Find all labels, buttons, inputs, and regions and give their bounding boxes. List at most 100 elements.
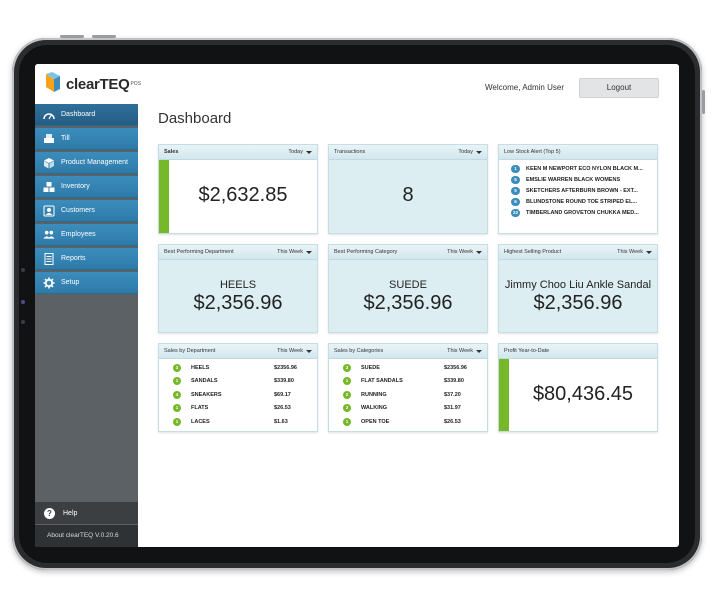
highest-product-name: Jimmy Choo Liu Ankle Sandal (504, 279, 652, 291)
sidebar-item-product-management[interactable]: Product Management (35, 152, 138, 174)
sidebar-item-dashboard[interactable]: Dashboard (35, 104, 138, 126)
row-name: FLAT SANDALS (361, 378, 403, 385)
row-name: SUEDE (361, 364, 380, 371)
sidebar-item-reports[interactable]: Reports (35, 248, 138, 270)
app-logo: clearTEQ POS (44, 71, 144, 97)
list-item[interactable]: 1 FLAT SANDALS $339.80 (329, 375, 487, 389)
card-header: Sales by Categories This Week (329, 344, 487, 359)
list-item[interactable]: 4 SNEAKERS $69.17 (159, 388, 317, 402)
accent-bar (159, 160, 169, 233)
logout-button[interactable]: Logout (579, 78, 659, 98)
count-badge: 5 (511, 175, 520, 184)
rank-badge: 3 (173, 363, 181, 372)
logo-text: clearTEQ (66, 75, 130, 93)
row-amount: $339.80 (444, 378, 464, 385)
card-header: Sales by Department This Week (159, 344, 317, 359)
sidebar-item-label: Till (61, 135, 70, 142)
list-item[interactable]: 1 FLATS $26.53 (159, 402, 317, 416)
period-dropdown[interactable]: This Week (617, 249, 652, 255)
row-name: OPEN TOE (361, 418, 390, 425)
period-label: This Week (447, 348, 473, 354)
item-name: BLUNDSTONE ROUND TOE STRIPED EL... (526, 198, 638, 205)
list-item[interactable]: 1 LACES $1.63 (159, 415, 317, 429)
card-title: Transactions (334, 149, 366, 155)
card-header: Best Performing Department This Week (159, 245, 317, 260)
sidebar-item-employees[interactable]: Employees (35, 224, 138, 246)
period-dropdown[interactable]: This Week (447, 249, 482, 255)
card-title: Sales (164, 149, 179, 155)
card-header: Low Stock Alert (Top 5) (499, 145, 657, 160)
period-dropdown[interactable]: Today (288, 149, 312, 155)
card-title: Best Performing Department (164, 249, 234, 255)
card-body: $80,436.45 (499, 359, 657, 431)
list-item[interactable]: 2 WALKING $31.97 (329, 402, 487, 416)
card-title: Best Performing Category (334, 249, 398, 255)
help-button[interactable]: ? Help (35, 502, 138, 524)
list-item[interactable]: 5 SKETCHERS AFTERBURN BROWN - EXT... (499, 185, 657, 196)
list-item[interactable]: 3 SUEDE $2356.96 (329, 361, 487, 375)
help-label: Help (63, 509, 78, 517)
tablet-sensor-2 (21, 320, 25, 324)
till-icon (43, 133, 55, 145)
best-category-card: Best Performing Category This Week SUEDE… (328, 244, 488, 333)
list-item[interactable]: 3 HEELS $2356.96 (159, 361, 317, 375)
row-amount: $2356.96 (274, 364, 297, 371)
list-item[interactable]: 6 BLUNDSTONE ROUND TOE STRIPED EL... (499, 196, 657, 207)
rank-badge: 2 (343, 390, 351, 399)
sidebar-item-till[interactable]: Till (35, 128, 138, 150)
sidebar-item-inventory[interactable]: Inventory (35, 176, 138, 198)
row-amount: $37.20 (444, 391, 461, 398)
period-dropdown[interactable]: This Week (447, 348, 482, 354)
gear-icon (43, 277, 55, 289)
sidebar-item-setup[interactable]: Setup (35, 272, 138, 294)
low-stock-list: 1 KEEN M NEWPORT ECO NYLON BLACK M... 5 EM… (499, 160, 657, 233)
list-item[interactable]: 5 EMSLIE WARREN BLACK WOMENS (499, 174, 657, 185)
period-dropdown[interactable]: This Week (277, 348, 312, 354)
tablet-sensor (21, 300, 25, 304)
card-body: 8 (329, 160, 487, 233)
sidebar-item-label: Reports (61, 255, 86, 262)
card-body: $2,632.85 (159, 160, 317, 233)
period-label: This Week (617, 249, 643, 255)
row-amount: $2356.96 (444, 364, 467, 371)
chevron-down-icon (476, 349, 482, 353)
list-item[interactable]: 22 TIMBERLAND GROVETON CHUKKA MED... (499, 207, 657, 218)
about-link[interactable]: About clearTEQ V.0.20.6 (35, 525, 138, 547)
period-dropdown[interactable]: Today (458, 149, 482, 155)
count-badge: 6 (511, 197, 520, 206)
rank-badge: 3 (343, 363, 351, 372)
logo-mark-icon (44, 72, 62, 96)
sales-by-department-card: Sales by Department This Week 3 HEELS $235… (158, 343, 318, 432)
period-label: This Week (277, 348, 303, 354)
tablet-side-button (702, 90, 705, 114)
document-icon (43, 252, 55, 265)
sales-value: $2,632.85 (198, 184, 288, 206)
row-name: WALKING (361, 405, 387, 412)
period-label: This Week (277, 249, 303, 255)
list-item[interactable]: 1 SANDALS $339.80 (159, 375, 317, 389)
period-label: This Week (447, 249, 473, 255)
tablet-top-button (60, 35, 84, 38)
chevron-down-icon (306, 150, 312, 154)
card-header: Transactions Today (329, 145, 487, 160)
list-item[interactable]: 2 RUNNING $37.20 (329, 388, 487, 402)
list-item[interactable]: 1 OPEN TOE $26.53 (329, 415, 487, 429)
users-icon (43, 229, 55, 241)
period-dropdown[interactable]: This Week (277, 249, 312, 255)
sidebar-item-label: Employees (61, 231, 96, 238)
categories-list: 3 SUEDE $2356.96 1 FLAT SANDALS $339.80 2 RUN… (329, 359, 487, 431)
card-header: Best Performing Category This Week (329, 245, 487, 260)
rank-badge: 4 (173, 390, 181, 399)
card-header: Profit Year-to-Date (499, 344, 657, 359)
row-name: SANDALS (191, 378, 218, 385)
card-header: Highest Selling Product This Week (499, 245, 657, 260)
logo-superscript: POS (130, 81, 142, 87)
highest-product-card: Highest Selling Product This Week Jimmy … (498, 244, 658, 333)
chevron-down-icon (306, 349, 312, 353)
row-name: SNEAKERS (191, 391, 222, 398)
period-label: Today (458, 149, 473, 155)
item-name: EMSLIE WARREN BLACK WOMENS (526, 176, 621, 183)
sidebar-item-customers[interactable]: Customers (35, 200, 138, 222)
row-amount: $339.80 (274, 378, 294, 385)
list-item[interactable]: 1 KEEN M NEWPORT ECO NYLON BLACK M... (499, 163, 657, 174)
